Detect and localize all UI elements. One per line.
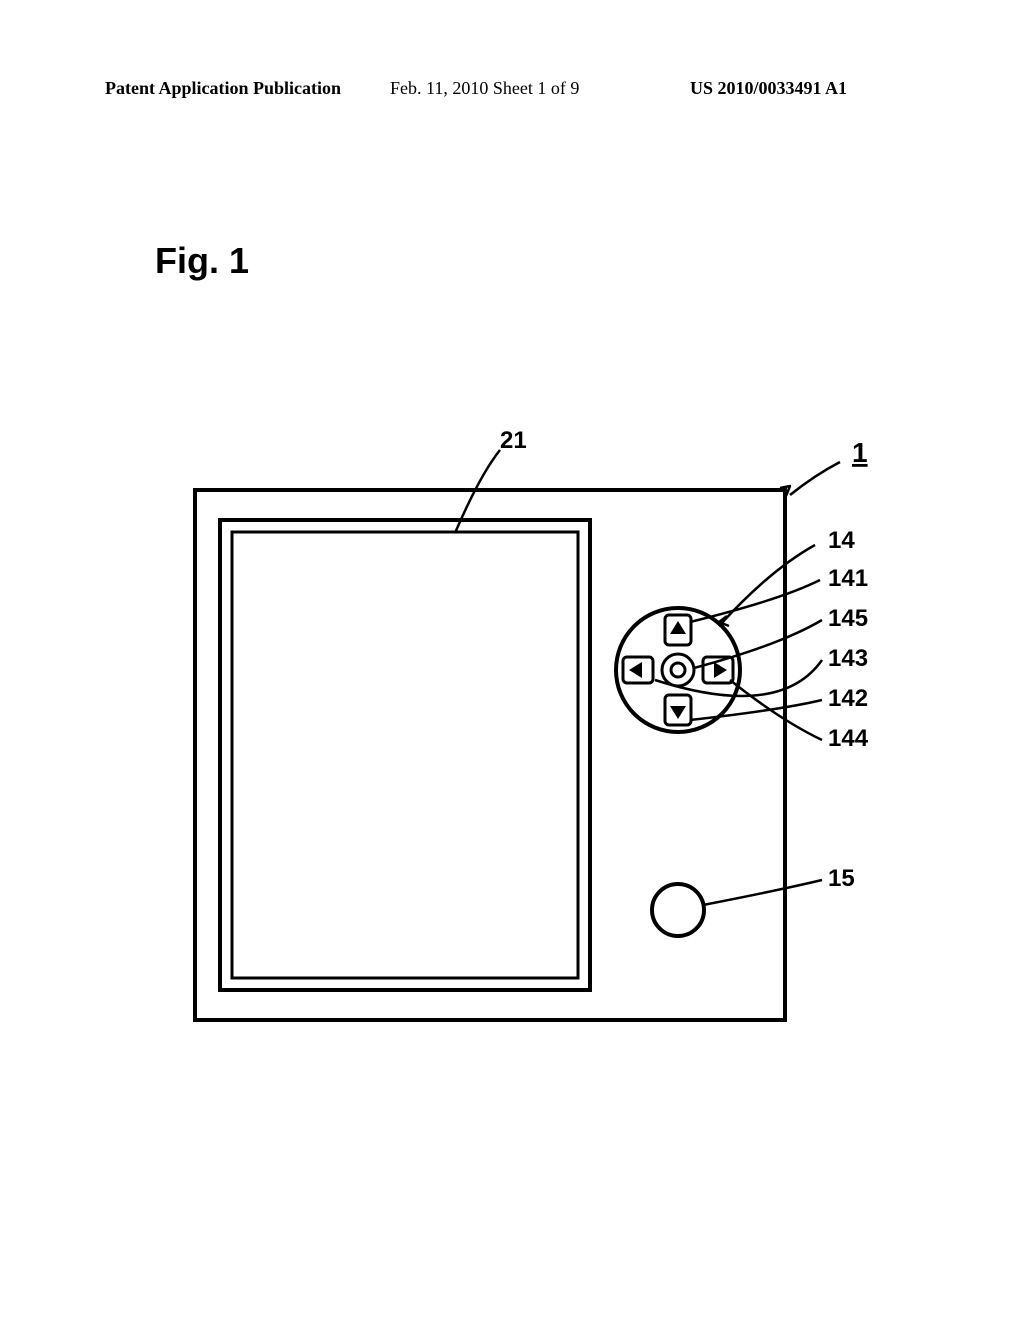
leader-145 <box>694 620 822 668</box>
ref-144: 144 <box>828 725 869 752</box>
dpad-center-dot <box>671 663 685 677</box>
leader-142 <box>690 700 822 720</box>
header-right: US 2010/0033491 A1 <box>690 78 847 99</box>
round-button <box>652 884 704 936</box>
figure-drawing: 21 1 14 141 145 143 142 144 15 <box>80 420 940 1060</box>
header-center: Feb. 11, 2010 Sheet 1 of 9 <box>390 78 579 99</box>
ref-numerals: 21 1 14 141 145 143 142 144 15 <box>500 427 869 892</box>
dpad-arrows <box>629 621 727 719</box>
arrow-left-icon <box>629 662 642 678</box>
arrow-up-icon <box>670 621 686 634</box>
dpad-assembly <box>616 608 740 732</box>
ref-142: 142 <box>828 685 868 712</box>
ref-15: 15 <box>828 865 855 892</box>
leader-14 <box>720 545 815 625</box>
screen-bezel-outer <box>220 520 590 990</box>
header-left: Patent Application Publication <box>105 78 341 99</box>
ref-14: 14 <box>828 527 855 554</box>
dpad-center-key <box>662 654 694 686</box>
figure-svg: 21 1 14 141 145 143 142 144 15 <box>80 420 940 1060</box>
ref-21: 21 <box>500 427 527 454</box>
arrow-down-icon <box>670 706 686 719</box>
leader-15 <box>703 880 822 905</box>
ref-141: 141 <box>828 565 868 592</box>
ref-145: 145 <box>828 605 868 632</box>
device-body <box>195 490 785 1020</box>
arrow-right-icon <box>714 662 727 678</box>
ref-143: 143 <box>828 645 868 672</box>
screen-panel <box>232 532 578 978</box>
figure-label: Fig. 1 <box>155 240 249 282</box>
patent-page: Patent Application Publication Feb. 11, … <box>0 0 1024 1320</box>
ref-1: 1 <box>852 437 868 468</box>
leader-1 <box>790 462 840 495</box>
